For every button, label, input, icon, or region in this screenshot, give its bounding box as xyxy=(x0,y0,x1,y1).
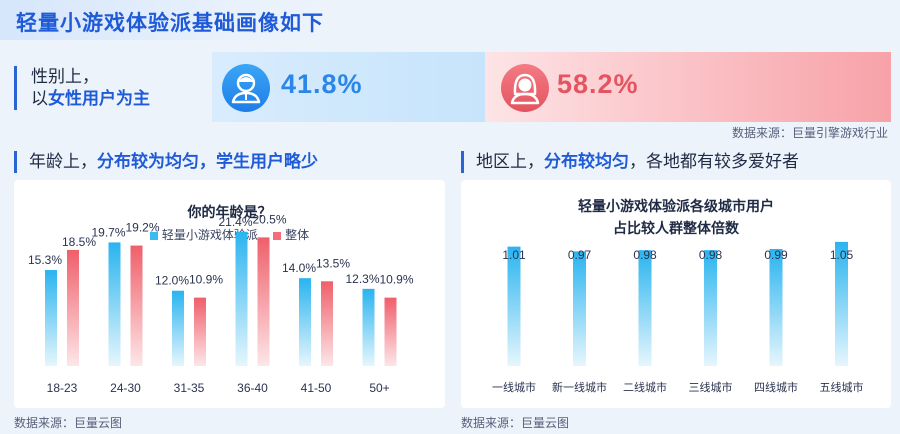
legend-swatch-blue xyxy=(149,231,158,240)
city-category-label: 四线城市 xyxy=(754,380,798,394)
gender-label-plain: 以 xyxy=(31,89,48,108)
age-bar xyxy=(257,237,270,366)
age-bar xyxy=(321,281,333,366)
gender-label-line1: 性别上， xyxy=(31,67,99,86)
male-user-icon xyxy=(222,64,270,112)
age-category-label: 36-40 xyxy=(237,381,268,395)
age-category-label: 31-35 xyxy=(174,381,205,395)
age-bar xyxy=(130,245,143,366)
age-source: 数据来源：巨量云图 xyxy=(14,416,123,430)
age-bar xyxy=(172,290,184,366)
gender-label: 性别上， 以女性用户为主 xyxy=(14,66,150,110)
age-bar-value-label: 10.9% xyxy=(379,273,413,287)
region-heading-tail: ，各地都有较多爱好者 xyxy=(629,152,799,171)
legend-item-blue: 轻量小游戏体验派 xyxy=(149,228,258,242)
age-bar xyxy=(108,242,121,366)
age-bar xyxy=(67,249,79,366)
age-category-label: 24-30 xyxy=(110,381,141,395)
city-bar xyxy=(769,249,783,366)
city-category-label: 三线城市 xyxy=(689,380,733,394)
age-bar xyxy=(235,231,248,366)
city-category-label: 新一线城市 xyxy=(552,380,607,394)
female-percent: 58.2% xyxy=(557,69,639,99)
city-bar xyxy=(704,250,717,366)
city-bar xyxy=(638,250,652,366)
age-category-label: 18-23 xyxy=(47,381,78,395)
age-bar-value-label: 15.3% xyxy=(28,253,62,267)
city-category-label: 五线城市 xyxy=(820,380,864,394)
city-chart-title-line2: 占比较人群整体倍数 xyxy=(613,220,739,236)
age-bar-value-label: 20.5% xyxy=(252,212,286,226)
city-category-label: 二线城市 xyxy=(623,380,667,394)
city-chart-title-line1: 轻量小游戏体验派各级城市用户 xyxy=(578,198,774,214)
city-chart-svg: 1.01 一线城市 0.97 新一线城市 0.98 二线城市 0.98 三线城市 0.99 四线城… xyxy=(492,241,864,394)
city-source: 数据来源：巨量云图 xyxy=(461,416,570,430)
city-bar xyxy=(835,241,848,366)
age-heading-highlight: 分布较为均匀，学生用户略少 xyxy=(97,152,318,171)
legend-item-red: 整体 xyxy=(273,228,309,242)
city-bar-value-label: 0.99 xyxy=(764,248,788,262)
title-bar xyxy=(0,0,330,40)
gender-label-line2: 以女性用户为主 xyxy=(31,88,150,110)
age-bar-value-label: 12.3% xyxy=(345,272,379,286)
age-bar xyxy=(299,278,311,366)
legend-label-blue: 轻量小游戏体验派 xyxy=(161,228,258,242)
city-bar-value-label: 0.98 xyxy=(633,248,657,262)
region-heading-highlight: 分布较均匀 xyxy=(544,152,629,171)
age-heading-plain: 年龄上， xyxy=(29,152,97,171)
gender-label-highlight: 女性用户为主 xyxy=(48,89,150,108)
age-category-label: 41-50 xyxy=(301,381,332,395)
city-bar xyxy=(507,246,521,366)
region-section-heading: 地区上，分布较均匀，各地都有较多爱好者 xyxy=(461,151,799,173)
age-bar-value-label: 21.4% xyxy=(218,215,252,229)
age-bar-value-label: 10.9% xyxy=(189,273,223,287)
male-percent: 41.8% xyxy=(281,69,363,99)
age-bar-value-label: 19.7% xyxy=(91,225,125,239)
age-bar-value-label: 14.0% xyxy=(282,261,316,275)
age-bar-value-label: 13.5% xyxy=(316,256,350,270)
age-bar xyxy=(384,297,397,366)
age-bar-value-label: 18.5% xyxy=(62,235,96,249)
legend-swatch-red xyxy=(273,231,282,240)
region-heading-plain: 地区上， xyxy=(476,152,544,171)
age-bar xyxy=(45,270,57,366)
city-chart-panel: 轻量小游戏体验派各级城市用户 占比较人群整体倍数 1.01 一线城市 0.97 新一线… xyxy=(461,180,891,408)
city-category-label: 一线城市 xyxy=(492,380,536,394)
legend-label-red: 整体 xyxy=(285,228,310,242)
gender-source: 数据来源：巨量引擎游戏行业 xyxy=(731,126,888,140)
female-user-icon xyxy=(501,64,549,112)
male-share-card: 41.8% xyxy=(212,52,485,122)
female-share-card: 58.2% xyxy=(485,52,891,122)
city-bar-value-label: 1.01 xyxy=(502,248,526,262)
city-bar-value-label: 0.98 xyxy=(699,248,723,262)
city-bar-value-label: 1.05 xyxy=(830,248,854,262)
page-title: 轻量小游戏体验派基础画像如下 xyxy=(16,12,324,35)
age-bar-value-label: 12.0% xyxy=(155,274,189,288)
city-bar xyxy=(573,251,586,366)
age-bar xyxy=(362,288,375,366)
age-bar-value-label: 19.2% xyxy=(125,221,159,235)
age-category-label: 50+ xyxy=(369,381,389,395)
age-chart-legend: 轻量小游戏体验派 整体 xyxy=(14,226,445,243)
age-chart-panel: 你的年龄是？ 轻量小游戏体验派 整体 15.3% 18.5% 18-23 19.7% 1… xyxy=(14,180,445,408)
city-bar-value-label: 0.97 xyxy=(568,248,592,262)
age-chart-title: 你的年龄是？ xyxy=(187,204,272,220)
age-bar xyxy=(194,297,206,366)
age-section-heading: 年龄上，分布较为均匀，学生用户略少 xyxy=(14,151,318,173)
